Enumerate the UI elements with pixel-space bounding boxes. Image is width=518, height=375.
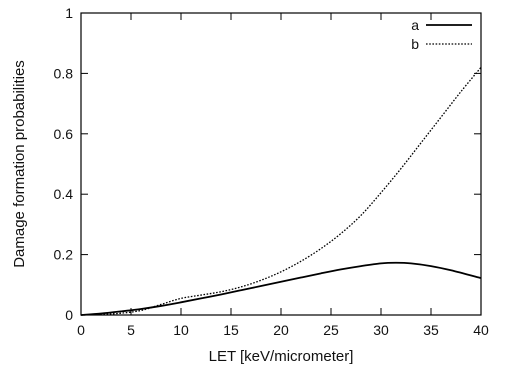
legend-label-a: a bbox=[411, 17, 419, 33]
x-axis-ticks: 0 5 10 15 20 25 30 35 40 bbox=[77, 13, 489, 338]
series-line-b bbox=[80, 66, 482, 316]
x-tick-label: 25 bbox=[323, 322, 339, 338]
x-tick-label: 20 bbox=[273, 322, 289, 338]
x-tick-label: 0 bbox=[77, 322, 85, 338]
x-tick-label: 30 bbox=[373, 322, 389, 338]
x-tick-label: 40 bbox=[473, 322, 489, 338]
series-line-a bbox=[80, 261, 482, 316]
y-tick-label: 1 bbox=[65, 5, 73, 21]
x-tick-label: 35 bbox=[423, 322, 439, 338]
y-tick-label: 0.8 bbox=[54, 65, 74, 81]
legend-label-b: b bbox=[411, 36, 419, 52]
y-axis-ticks: 0 0.2 0.4 0.6 0.8 1 bbox=[54, 5, 481, 323]
plot-frame bbox=[80, 12, 482, 316]
legend: ab bbox=[411, 17, 472, 52]
x-tick-label: 15 bbox=[223, 322, 239, 338]
series-layer bbox=[80, 66, 482, 316]
y-tick-label: 0.4 bbox=[54, 186, 74, 202]
y-tick-label: 0.6 bbox=[54, 126, 74, 142]
y-tick-label: 0 bbox=[65, 307, 73, 323]
x-axis-label: LET [keV/micrometer] bbox=[209, 348, 354, 365]
plot-area bbox=[80, 12, 482, 316]
y-axis-label: Damage formation probabilities bbox=[11, 60, 28, 268]
x-tick-label: 10 bbox=[173, 322, 189, 338]
y-tick-label: 0.2 bbox=[54, 247, 74, 263]
x-tick-label: 5 bbox=[127, 322, 135, 338]
